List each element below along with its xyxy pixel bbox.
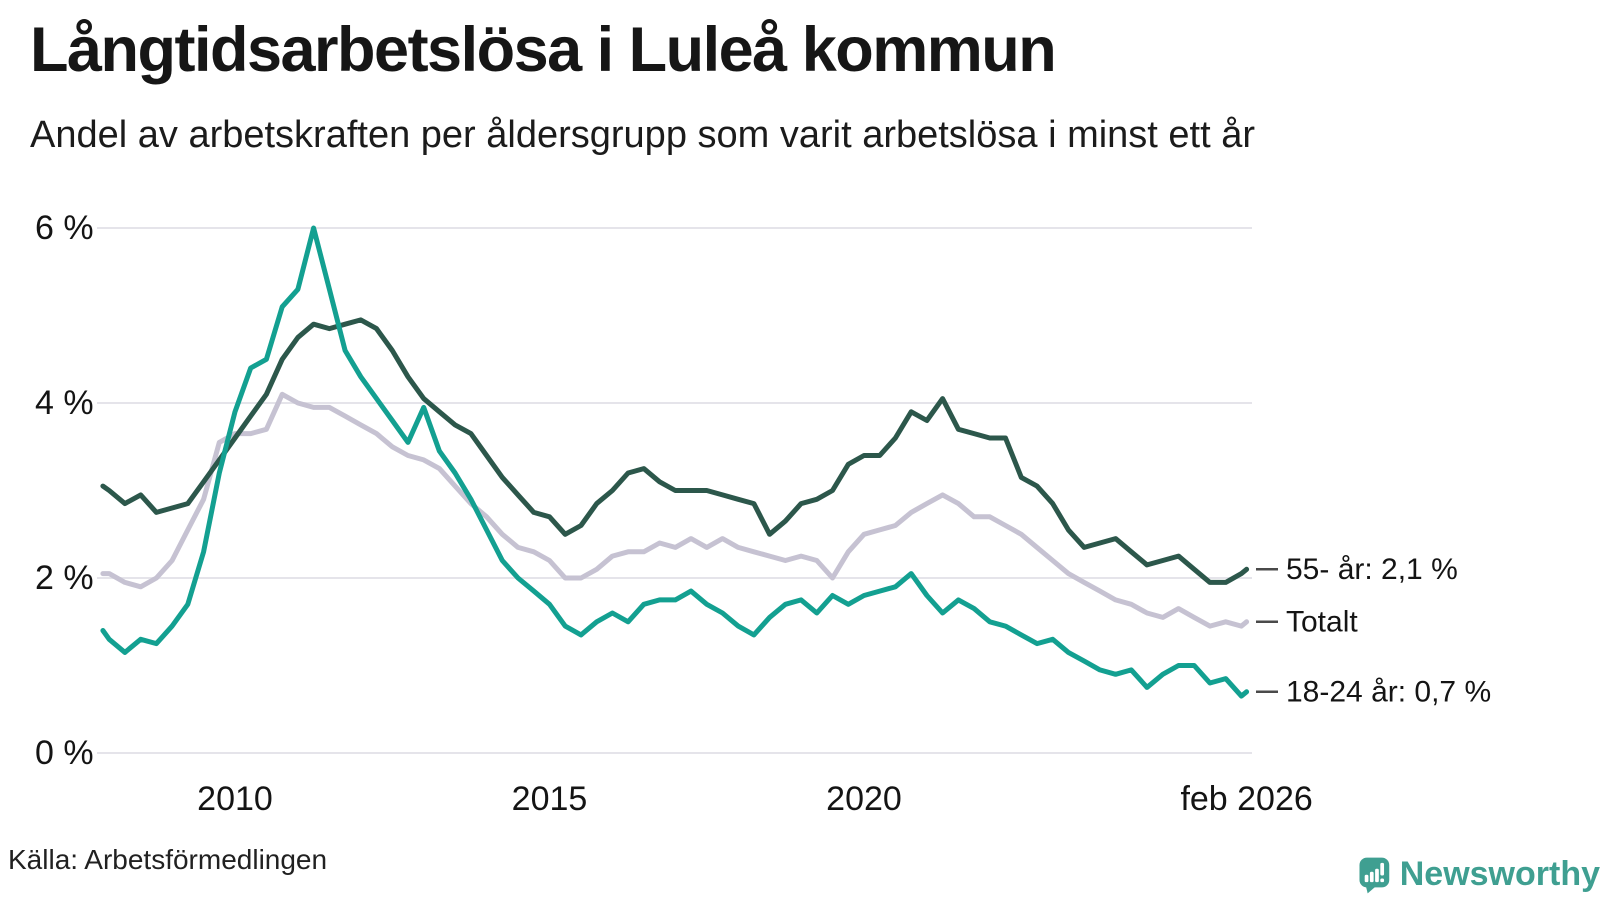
gridlines (97, 227, 1252, 754)
newsworthy-wordmark: Newsworthy (1399, 854, 1600, 893)
y-tick-label: 4 % (35, 384, 94, 422)
annotation-label-18-24: 18-24 år: 0,7 % (1286, 675, 1491, 708)
chart-subtitle: Andel av arbetskraften per åldersgrupp s… (30, 114, 1256, 156)
newsworthy-branding: Newsworthy (1358, 848, 1600, 900)
x-tick-label: 2020 (826, 780, 902, 818)
annotation-label-55plus: 55- år: 2,1 % (1286, 553, 1458, 586)
series-line-totalt (100, 391, 1250, 629)
end-annotations: 55- år: 2,1 % Totalt 18-24 år: 0,7 % (1256, 553, 1491, 708)
y-axis-labels: 0 % 2 % 4 % 6 % (35, 209, 94, 772)
x-tick-label: 2015 (512, 780, 588, 818)
y-tick-label: 6 % (35, 209, 94, 247)
x-tick-label: 2010 (197, 780, 273, 818)
series-line-18-24 (100, 225, 1250, 699)
series-line-55plus (100, 317, 1250, 585)
page-title: Långtidsarbetslösa i Luleå kommun (30, 15, 1057, 85)
newsworthy-chart-bubble-icon (1359, 857, 1390, 894)
source-caption: Källa: Arbetsförmedlingen (8, 844, 328, 875)
data-series (100, 225, 1250, 699)
y-tick-label: 2 % (35, 559, 94, 597)
x-axis-labels: 2010 2015 2020 feb 2026 (197, 780, 1313, 818)
annotation-label-totalt: Totalt (1286, 605, 1358, 638)
y-tick-label: 0 % (35, 734, 94, 772)
x-tick-label: feb 2026 (1180, 780, 1312, 818)
